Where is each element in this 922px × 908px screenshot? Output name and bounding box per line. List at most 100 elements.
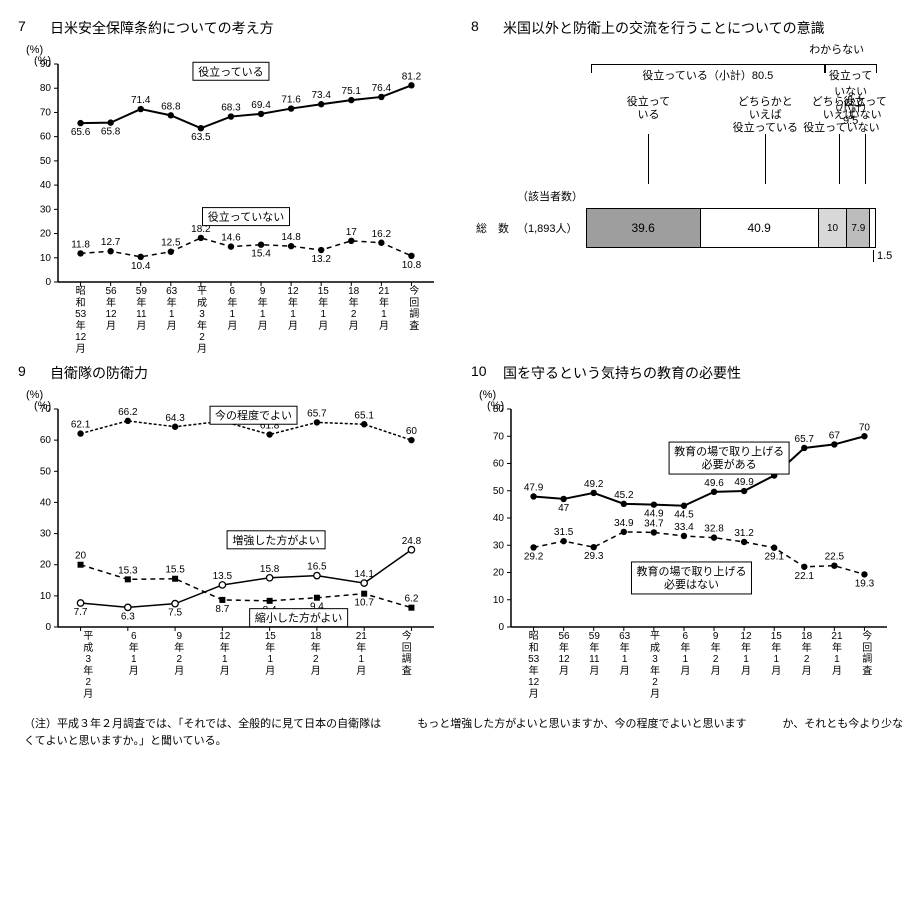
- title-c7: 7日米安全保障条約についての考え方: [18, 18, 451, 38]
- svg-text:増強した方がよい: 増強した方がよい: [232, 533, 319, 547]
- svg-text:66.2: 66.2: [118, 407, 138, 418]
- svg-text:10: 10: [493, 595, 505, 606]
- svg-text:7.7: 7.7: [74, 607, 88, 618]
- svg-text:(%): (%): [34, 56, 51, 67]
- svg-text:15.3: 15.3: [118, 565, 138, 576]
- svg-text:20: 20: [40, 560, 52, 571]
- svg-text:70: 70: [493, 431, 505, 442]
- svg-text:47.9: 47.9: [524, 482, 544, 493]
- svg-text:29.3: 29.3: [584, 551, 604, 562]
- svg-text:16.5: 16.5: [307, 562, 327, 573]
- svg-text:20: 20: [493, 568, 505, 579]
- svg-text:17: 17: [346, 227, 358, 238]
- svg-text:69.4: 69.4: [251, 100, 271, 111]
- svg-text:7.5: 7.5: [168, 608, 182, 619]
- svg-text:47: 47: [558, 503, 570, 514]
- svg-text:6.2: 6.2: [404, 594, 418, 605]
- svg-text:10.4: 10.4: [131, 261, 151, 272]
- svg-text:68.3: 68.3: [221, 103, 241, 114]
- svg-text:20: 20: [40, 229, 52, 240]
- svg-text:22.5: 22.5: [825, 552, 845, 563]
- svg-text:40: 40: [40, 180, 52, 191]
- chart-c9: (%)010203040506070(%)62.166.264.366.161.…: [18, 389, 451, 700]
- svg-text:67: 67: [829, 430, 841, 441]
- svg-text:必要がある: 必要がある: [702, 457, 757, 471]
- svg-text:24.8: 24.8: [402, 536, 422, 547]
- stack-seg-4: [870, 209, 874, 247]
- svg-text:76.4: 76.4: [372, 83, 392, 94]
- chart-c8: わからない役立っている（小計）80.5役立っていない（小計）9.5役立って いる…: [471, 44, 904, 262]
- svg-text:60: 60: [40, 132, 52, 143]
- svg-text:(%): (%): [487, 401, 504, 412]
- svg-text:(%): (%): [34, 401, 51, 412]
- svg-text:22.1: 22.1: [795, 571, 815, 582]
- svg-text:63.5: 63.5: [191, 132, 211, 143]
- svg-text:必要はない: 必要はない: [664, 578, 719, 591]
- svg-text:0: 0: [498, 622, 504, 631]
- svg-text:29.1: 29.1: [764, 552, 784, 563]
- svg-text:60: 60: [40, 435, 52, 446]
- svg-text:役立っている: 役立っている: [198, 64, 263, 78]
- svg-text:13.5: 13.5: [213, 571, 233, 582]
- svg-text:71.6: 71.6: [281, 95, 301, 106]
- svg-text:13.2: 13.2: [311, 254, 331, 265]
- svg-text:65.7: 65.7: [795, 434, 815, 445]
- svg-text:10.7: 10.7: [354, 598, 374, 609]
- svg-text:29.2: 29.2: [524, 551, 544, 562]
- svg-text:今の程度でよい: 今の程度でよい: [215, 408, 292, 422]
- svg-text:44.5: 44.5: [674, 510, 694, 521]
- svg-text:15.8: 15.8: [260, 564, 280, 575]
- stack-seg-3: 7.9: [847, 209, 870, 247]
- title-c10: 10国を守るという気持ちの教育の必要性: [471, 363, 904, 383]
- chart-c7: (%)0102030405060708090(%)65.665.871.468.…: [18, 44, 451, 355]
- svg-text:縮小した方がよい: 縮小した方がよい: [255, 611, 342, 625]
- svg-text:16.2: 16.2: [372, 229, 392, 240]
- svg-text:15.4: 15.4: [251, 249, 271, 260]
- svg-text:65.8: 65.8: [101, 127, 121, 138]
- svg-text:34.9: 34.9: [614, 518, 634, 529]
- svg-text:34.7: 34.7: [644, 518, 664, 529]
- svg-text:12.5: 12.5: [161, 238, 181, 249]
- svg-text:70: 70: [859, 422, 871, 433]
- svg-text:役立っていない: 役立っていない: [208, 210, 284, 224]
- svg-text:30: 30: [40, 529, 52, 540]
- svg-text:14.8: 14.8: [281, 232, 301, 243]
- svg-text:70: 70: [40, 107, 52, 118]
- svg-text:10: 10: [40, 253, 52, 264]
- svg-text:60: 60: [406, 426, 418, 437]
- svg-text:65.1: 65.1: [354, 410, 374, 421]
- svg-text:8.7: 8.7: [215, 604, 229, 615]
- svg-text:50: 50: [40, 466, 52, 477]
- svg-text:68.8: 68.8: [161, 101, 181, 112]
- svg-text:30: 30: [40, 204, 52, 215]
- svg-text:49.2: 49.2: [584, 479, 604, 490]
- title-c9: 9自衛隊の防衛力: [18, 363, 451, 383]
- svg-text:11.8: 11.8: [71, 239, 90, 250]
- svg-text:40: 40: [40, 497, 52, 508]
- chart-c10: (%)01020304050607080(%)47.94749.245.244.…: [471, 389, 904, 700]
- svg-text:32.8: 32.8: [704, 524, 724, 535]
- svg-text:64.3: 64.3: [165, 413, 185, 424]
- svg-text:71.4: 71.4: [131, 95, 151, 106]
- stack-seg-1: 40.9: [701, 209, 819, 247]
- svg-text:15.5: 15.5: [165, 565, 185, 576]
- svg-text:12.7: 12.7: [101, 237, 121, 248]
- svg-text:教育の場で取り上げる: 教育の場で取り上げる: [674, 444, 784, 458]
- svg-text:62.1: 62.1: [71, 420, 91, 431]
- title-c8: 8米国以外と防衛上の交流を行うことについての意識: [471, 18, 904, 38]
- svg-text:19.3: 19.3: [855, 578, 875, 589]
- svg-text:教育の場で取り上げる: 教育の場で取り上げる: [636, 564, 746, 578]
- svg-text:33.4: 33.4: [674, 522, 694, 533]
- svg-text:49.6: 49.6: [704, 478, 724, 489]
- svg-text:31.2: 31.2: [734, 528, 754, 539]
- svg-text:81.2: 81.2: [402, 71, 422, 82]
- svg-text:65.7: 65.7: [307, 408, 327, 419]
- stack-bar: 39.640.9107.9: [586, 208, 876, 248]
- svg-text:73.4: 73.4: [311, 90, 331, 101]
- svg-text:14.6: 14.6: [221, 233, 241, 244]
- stack-seg-0: 39.6: [587, 209, 701, 247]
- svg-text:0: 0: [45, 277, 51, 286]
- svg-text:50: 50: [493, 486, 505, 497]
- count: （1,893人）: [517, 220, 578, 236]
- svg-text:49.9: 49.9: [734, 477, 754, 488]
